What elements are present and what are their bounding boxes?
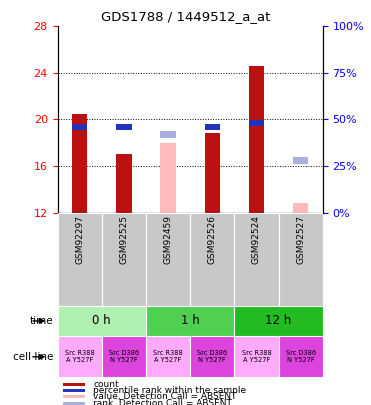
Bar [58,336,102,377]
Bar [190,213,234,306]
Bar [190,336,234,377]
Bar [116,124,132,130]
Text: count: count [93,379,119,388]
Text: GSM92525: GSM92525 [119,215,128,264]
Text: GSM92524: GSM92524 [252,215,261,264]
Text: 12 h: 12 h [265,314,292,328]
Bar [146,213,190,306]
Text: Src R388
A Y527F: Src R388 A Y527F [65,350,95,363]
Text: value, Detection Call = ABSENT: value, Detection Call = ABSENT [93,392,237,401]
Bar [58,213,102,306]
Text: GDS1788 / 1449512_a_at: GDS1788 / 1449512_a_at [101,10,270,23]
Bar [72,124,87,130]
Text: GSM92527: GSM92527 [296,215,305,264]
Bar [234,336,279,377]
Bar [63,389,85,392]
Text: 0 h: 0 h [92,314,111,328]
Text: 1 h: 1 h [181,314,200,328]
Text: Src R388
A Y527F: Src R388 A Y527F [153,350,183,363]
Text: Src D386
N Y527F: Src D386 N Y527F [109,350,139,363]
Bar [234,213,279,306]
Text: Src D386
N Y527F: Src D386 N Y527F [197,350,227,363]
Text: GSM92459: GSM92459 [164,215,173,264]
Bar [249,66,264,213]
Bar [58,306,146,336]
Text: Src D386
N Y527F: Src D386 N Y527F [286,350,316,363]
Text: GSM92297: GSM92297 [75,215,84,264]
Bar [249,120,264,126]
Text: GSM92526: GSM92526 [208,215,217,264]
Bar [293,203,308,213]
Bar [63,402,85,405]
Bar [146,336,190,377]
Bar [279,336,323,377]
Bar [279,213,323,306]
Bar [116,154,132,213]
Text: time: time [30,316,54,326]
Bar [204,134,220,213]
Bar [102,213,146,306]
Bar [293,157,308,164]
Bar [234,306,323,336]
Bar [63,383,85,386]
Text: percentile rank within the sample: percentile rank within the sample [93,386,246,395]
Text: Src R388
A Y527F: Src R388 A Y527F [242,350,271,363]
Bar [72,114,87,213]
Text: rank, Detection Call = ABSENT: rank, Detection Call = ABSENT [93,399,232,405]
Bar [63,395,85,399]
Bar [204,124,220,130]
Bar [160,143,176,213]
Bar [146,306,234,336]
Bar [160,131,176,138]
Bar [102,336,146,377]
Text: cell line: cell line [13,352,54,362]
